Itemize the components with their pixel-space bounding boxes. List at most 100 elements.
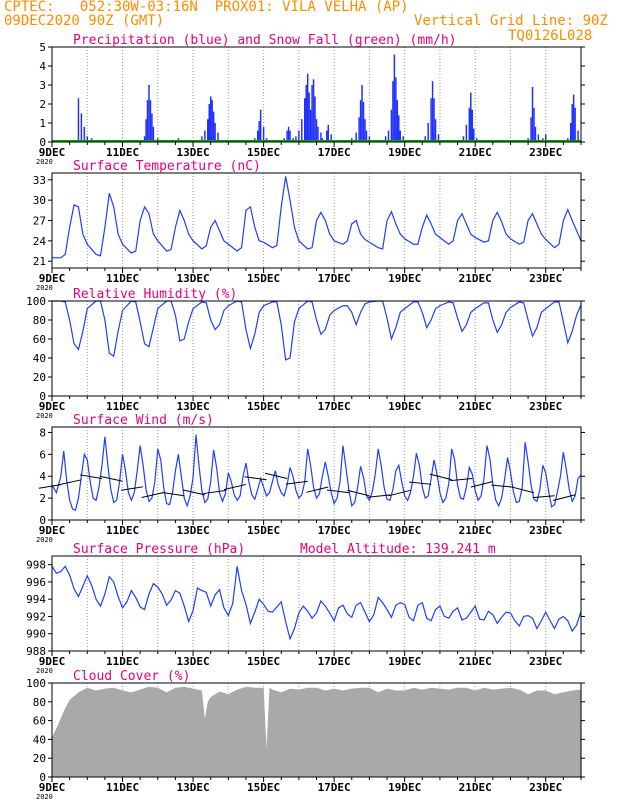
pressure-year-label: 2020: [36, 667, 53, 675]
wind-year-label: 2020: [36, 536, 53, 544]
precip-bar: [80, 113, 83, 142]
wind-arrow: [264, 472, 288, 480]
precip-bar: [146, 100, 149, 142]
cloud-xtick-label: 13DEC: [177, 781, 210, 794]
cloud-ytick-label: 20: [33, 752, 46, 765]
pressure-xtick-label: 11DEC: [106, 655, 139, 668]
precip-xtick-label: 19DEC: [388, 146, 421, 159]
cloud-xtick-label: 15DEC: [247, 781, 280, 794]
precip-bar: [295, 136, 297, 142]
wind-xtick-label: 9DEC: [39, 524, 66, 537]
pressure-ytick-label: 988: [26, 645, 46, 658]
precip-bar: [468, 107, 471, 142]
precip-bar: [434, 119, 437, 142]
pressure-title: Surface Pressure (hPa): [73, 542, 245, 557]
pressure-xtick-label: 13DEC: [177, 655, 210, 668]
precip-bar: [83, 126, 86, 142]
cloud-area: [52, 686, 581, 777]
precip-bar: [86, 136, 89, 142]
cloud-ytick-label: 80: [33, 696, 46, 709]
wind-arrow: [532, 495, 555, 499]
cloud-ytick-label: 0: [39, 771, 46, 784]
precip-bar: [149, 100, 152, 142]
pressure-xtick-label: 17DEC: [318, 655, 351, 668]
precip-bar: [424, 136, 426, 142]
temp-ytick-label: 24: [33, 235, 47, 248]
pressure-ytick-label: 994: [26, 593, 46, 606]
wind-ytick-label: 0: [39, 514, 46, 527]
precip-bar: [530, 117, 532, 142]
precip-bar: [298, 130, 300, 142]
rh-year-label: 2020: [36, 412, 53, 420]
precip-bar: [317, 126, 319, 142]
precip-bar: [392, 81, 394, 142]
pressure-ytick-label: 992: [26, 610, 46, 623]
wind-arrow: [100, 475, 123, 482]
precip-bar: [207, 119, 209, 142]
precip-bar: [145, 119, 147, 142]
temp-ytick-label: 27: [33, 215, 46, 228]
rh-ytick-label: 100: [26, 295, 46, 308]
precip-ytick-label: 1: [39, 117, 46, 130]
cloud-xtick-label: 9DEC: [39, 781, 66, 794]
wind-arrow: [79, 474, 103, 479]
wind-arrow: [59, 479, 82, 486]
precip-bar: [306, 73, 309, 142]
precip-bar: [398, 115, 400, 142]
wind-title: Surface Wind (m/s): [73, 413, 214, 428]
pressure-ytick-label: 998: [26, 559, 46, 572]
rh-ytick-label: 40: [33, 352, 46, 365]
wind-ytick-label: 6: [39, 448, 46, 461]
precip-bar: [390, 109, 393, 142]
precip-bar: [287, 126, 290, 142]
precip-bar: [574, 107, 576, 142]
temp-xtick-label: 23DEC: [529, 272, 562, 285]
precip-xtick-label: 13DEC: [177, 146, 210, 159]
temp-xtick-label: 9DEC: [39, 272, 66, 285]
precip-bar: [204, 130, 206, 142]
precip-bar: [148, 85, 150, 142]
precip-bar: [362, 102, 365, 142]
precip-bar: [309, 109, 312, 142]
precip-bar: [314, 96, 316, 142]
wind-arrow: [285, 480, 308, 485]
wind-frame: [51, 426, 582, 521]
precip-bar: [262, 126, 265, 142]
precip-bar: [259, 109, 262, 142]
pressure-ytick-label: 996: [26, 576, 46, 589]
precip-bar: [531, 86, 534, 142]
rh-xtick-label: 23DEC: [529, 400, 562, 413]
wind-arrow: [121, 486, 144, 491]
precip-bar: [470, 92, 472, 142]
precip-xtick-label: 15DEC: [247, 146, 280, 159]
precip-bar: [393, 54, 396, 142]
wind-arrow: [552, 494, 576, 502]
precip-bar: [534, 126, 537, 142]
precip-bar: [569, 123, 572, 142]
rh-xtick-label: 13DEC: [177, 400, 210, 413]
pressure-frame: [51, 555, 582, 652]
rh-series-line: [52, 300, 582, 361]
rh-xtick-label: 19DEC: [388, 400, 421, 413]
wind-xtick-label: 13DEC: [177, 524, 210, 537]
temp-year-label: 2020: [36, 284, 53, 292]
rh-frame: [51, 300, 582, 397]
precip-bar: [305, 85, 307, 142]
cloud-xtick-label: 19DEC: [388, 781, 421, 794]
temp-xtick-label: 21DEC: [459, 272, 492, 285]
cloud-year-label: 2020: [36, 793, 53, 800]
wind-xtick-label: 15DEC: [247, 524, 280, 537]
pressure-ytick-label: 990: [26, 628, 46, 641]
rh-ytick-label: 60: [33, 333, 46, 346]
pressure-xtick-label: 23DEC: [529, 655, 562, 668]
wind-ytick-label: 8: [39, 426, 46, 439]
precip-bar: [256, 130, 259, 142]
precip-bar: [301, 119, 303, 142]
header-date: 09DEC2020 90Z (GMT): [4, 13, 165, 29]
wind-arrow: [388, 489, 411, 497]
cloud-title: Cloud Cover (%): [73, 669, 190, 684]
temp-xtick-label: 17DEC: [318, 272, 351, 285]
header-line-1: CPTEC: 052:30W-03:16N PROX01: VILA VELHA…: [4, 0, 409, 15]
precip-bar: [209, 96, 212, 142]
